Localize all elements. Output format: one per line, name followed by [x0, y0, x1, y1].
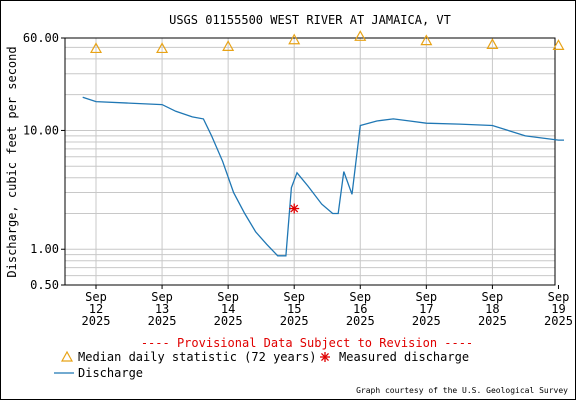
- plot-area: [64, 37, 556, 286]
- x-tick-label: 2025: [214, 314, 243, 328]
- x-tick-labels: Sep122025Sep132025Sep142025Sep152025Sep1…: [82, 285, 573, 328]
- x-tick-label: Sep: [283, 290, 305, 304]
- x-tick-label: 2025: [478, 314, 507, 328]
- legend-measured-label: Measured discharge: [339, 350, 469, 364]
- plot-border: [64, 37, 556, 286]
- median-point: [420, 34, 433, 46]
- median-point: [89, 42, 103, 54]
- x-tick-label: 15: [287, 302, 301, 316]
- x-tick-label: Sep: [349, 290, 371, 304]
- x-tick-label: 12: [89, 302, 103, 316]
- median-point: [552, 39, 565, 50]
- x-tick-label: 2025: [346, 314, 375, 328]
- x-tick-label: Sep: [415, 290, 437, 304]
- legend-median-label: Median daily statistic (72 years): [78, 350, 316, 364]
- x-tick-label: 17: [419, 302, 433, 316]
- median-point: [354, 30, 367, 41]
- provisional-note: ---- Provisional Data Subject to Revisio…: [141, 336, 473, 350]
- x-tick-label: Sep: [85, 290, 107, 304]
- x-tick-label: 16: [353, 302, 367, 316]
- y-tick-label: 10.00: [23, 123, 59, 137]
- x-tick-label: 2025: [148, 314, 177, 328]
- credit-text: Graph courtesy of the U.S. Geological Su…: [356, 386, 568, 395]
- x-tick-label: Sep: [217, 290, 239, 304]
- median-point: [222, 40, 235, 51]
- x-tick-label: 14: [221, 302, 235, 316]
- x-tick-label: 13: [155, 302, 169, 316]
- chart-title: USGS 01155500 WEST RIVER AT JAMAICA, VT: [169, 13, 451, 27]
- star-stroke: [321, 353, 329, 361]
- x-tick-label: 19: [551, 302, 565, 316]
- median-point: [288, 33, 301, 45]
- x-tick-label: 2025: [280, 314, 309, 328]
- legend-measured-star-icon: [320, 352, 330, 362]
- x-tick-label: Sep: [151, 290, 173, 304]
- discharge-line: [82, 96, 564, 257]
- x-tick-label: 2025: [544, 314, 573, 328]
- legend-discharge-label: Discharge: [78, 366, 143, 380]
- data-series: [82, 30, 565, 257]
- median-point: [156, 42, 169, 54]
- measured-point: [289, 203, 300, 214]
- x-tick-label: Sep: [482, 290, 504, 304]
- grid-lines: [65, 37, 555, 285]
- median-point: [486, 38, 499, 50]
- star-stroke: [290, 204, 299, 213]
- x-tick-label: 2025: [82, 314, 111, 328]
- legend: Median daily statistic (72 years) Measur…: [54, 350, 469, 380]
- x-tick-label: 2025: [412, 314, 441, 328]
- y-tick-label: 0.50: [30, 278, 59, 292]
- legend-median-triangle-icon: [60, 350, 74, 362]
- y-tick-labels: 60.00 10.00 1.00 0.50: [23, 31, 65, 292]
- legend-star-shape: [320, 352, 330, 362]
- y-tick-label: 1.00: [30, 242, 59, 256]
- x-tick-label: 18: [485, 302, 499, 316]
- y-axis-label: Discharge, cubic feet per second: [5, 46, 19, 277]
- y-tick-label: 60.00: [23, 31, 59, 45]
- x-tick-label: Sep: [548, 290, 570, 304]
